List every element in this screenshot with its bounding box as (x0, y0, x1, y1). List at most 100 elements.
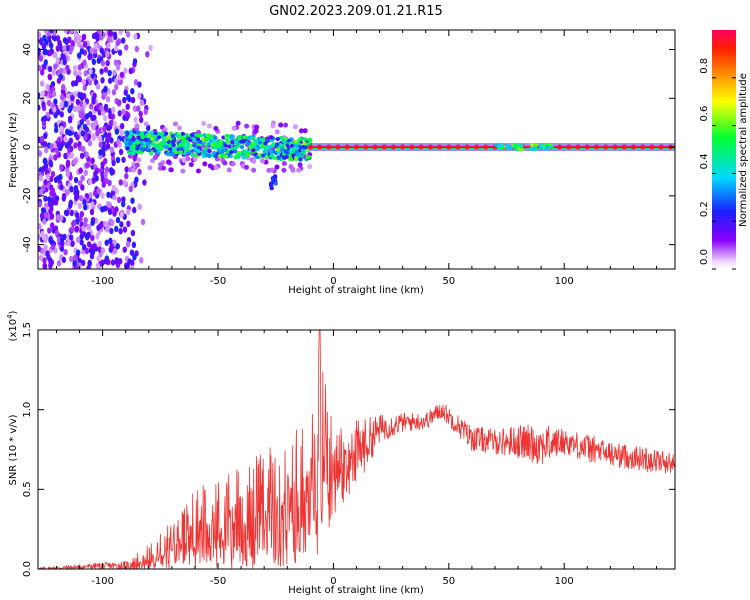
heatmap-cell (117, 110, 122, 117)
heatmap-cell (133, 33, 138, 40)
heatmap-cell (69, 152, 74, 159)
heatmap-cell (242, 154, 247, 159)
heatmap-cell (152, 154, 158, 160)
heatmap-cell (86, 241, 92, 248)
heatmap-cell (60, 83, 66, 91)
heatmap-cell (164, 137, 169, 142)
heatmap-cell (130, 88, 135, 95)
heatmap-cell (138, 110, 143, 118)
heatmap-cell (215, 141, 220, 146)
heatmap-cell (77, 64, 83, 71)
heatmap-cell (41, 234, 47, 241)
heatmap-cell (65, 64, 70, 72)
heatmap-cell (69, 185, 74, 193)
heatmap-cell (44, 38, 49, 46)
heatmap-cell (100, 60, 106, 67)
heatmap-cell (649, 144, 655, 150)
heatmap-cell (136, 157, 142, 163)
heatmap-cell (269, 153, 274, 158)
snr-scale-factor: (x104) (6, 310, 19, 341)
heatmap-cell (90, 219, 95, 226)
heatmap-cell (45, 83, 50, 91)
heatmap-cell (50, 170, 56, 178)
heatmap-cell (98, 141, 104, 148)
heatmap-cell (69, 30, 74, 34)
heatmap-cell (125, 103, 130, 110)
heatmap-cell (116, 139, 121, 146)
heatmap-cell (116, 196, 122, 204)
heatmap-cell (95, 233, 100, 240)
heatmap-marks (38, 30, 675, 269)
heatmap-cell (307, 164, 313, 170)
heatmap-cell (213, 165, 219, 171)
heatmap-cell (201, 121, 207, 127)
heatmap-cell (123, 89, 128, 96)
heatmap-cell (130, 96, 136, 104)
heatmap-cell (61, 256, 67, 264)
heatmap-cell (153, 142, 158, 147)
heatmap-cell (38, 104, 41, 111)
heatmap-cell (54, 230, 60, 237)
heatmap-cell (59, 101, 64, 109)
heatmap-cell (139, 132, 144, 137)
heatmap-cell (132, 105, 138, 112)
heatmap-cell (112, 247, 118, 255)
heatmap-cell (538, 145, 543, 150)
heatmap-cell (131, 167, 137, 173)
heatmap-cell (251, 167, 257, 173)
heatmap-cell (236, 143, 241, 148)
heatmap-cell (92, 92, 97, 100)
heatmap-cell (96, 187, 101, 195)
heatmap-cell (89, 47, 94, 54)
heatmap-cell (400, 144, 406, 150)
heatmap-cell (38, 200, 43, 208)
heatmap-cell (73, 194, 79, 202)
heatmap-cell (83, 169, 89, 177)
heatmap-cell (303, 145, 308, 150)
heatmap-cell (121, 156, 126, 163)
heatmap-cell (82, 40, 88, 48)
heatmap-cell (97, 240, 102, 247)
heatmap-cell (96, 264, 101, 269)
heatmap-cell (59, 236, 65, 243)
heatmap-cell (57, 141, 62, 149)
heatmap-cell (168, 152, 174, 157)
heatmap-cell (70, 240, 75, 248)
heatmap-cell (107, 77, 113, 84)
snr-xtick-label: -50 (210, 576, 226, 587)
heatmap-cell (233, 145, 238, 150)
snr-xtick-label: 0 (330, 576, 336, 587)
heatmap-cell (372, 144, 378, 150)
heatmap-cell (102, 115, 108, 122)
heatmap-cell (170, 133, 175, 138)
heatmap-cell (195, 168, 201, 174)
heatmap-cell (94, 31, 99, 39)
heatmap-cell (122, 96, 127, 104)
heatmap-cell (143, 137, 148, 142)
heatmap-cell (75, 134, 80, 141)
heatmap-cell (106, 191, 111, 198)
heatmap-cell (575, 144, 581, 150)
heatmap-cell (302, 141, 307, 146)
heatmap-cell (192, 156, 198, 162)
colorbar-tick-label: 0.8 (699, 58, 710, 74)
heatmap-cell (133, 79, 139, 86)
heatmap-cell (63, 135, 68, 143)
heatmap-cell (64, 209, 70, 217)
heatmap-cell (418, 144, 424, 150)
heatmap-cell (87, 178, 93, 186)
heatmap-cell (231, 125, 237, 131)
heatmap-cell (78, 215, 83, 223)
heatmap-cell (110, 259, 116, 266)
heatmap-cell (72, 105, 78, 113)
heatmap-cell (298, 128, 304, 134)
heatmap-cell (256, 145, 261, 150)
heatmap-cell (49, 30, 54, 34)
heatmap-cell (53, 154, 58, 161)
heatmap-cell (129, 249, 135, 256)
heatmap-cell (56, 260, 62, 267)
heatmap-cell (530, 142, 535, 147)
heatmap-cell (62, 58, 67, 66)
colorbar: 0.0 0.2 0.4 0.6 0.8 Normalized spectral ampl… (699, 30, 749, 270)
heatmap-cell (62, 45, 67, 52)
